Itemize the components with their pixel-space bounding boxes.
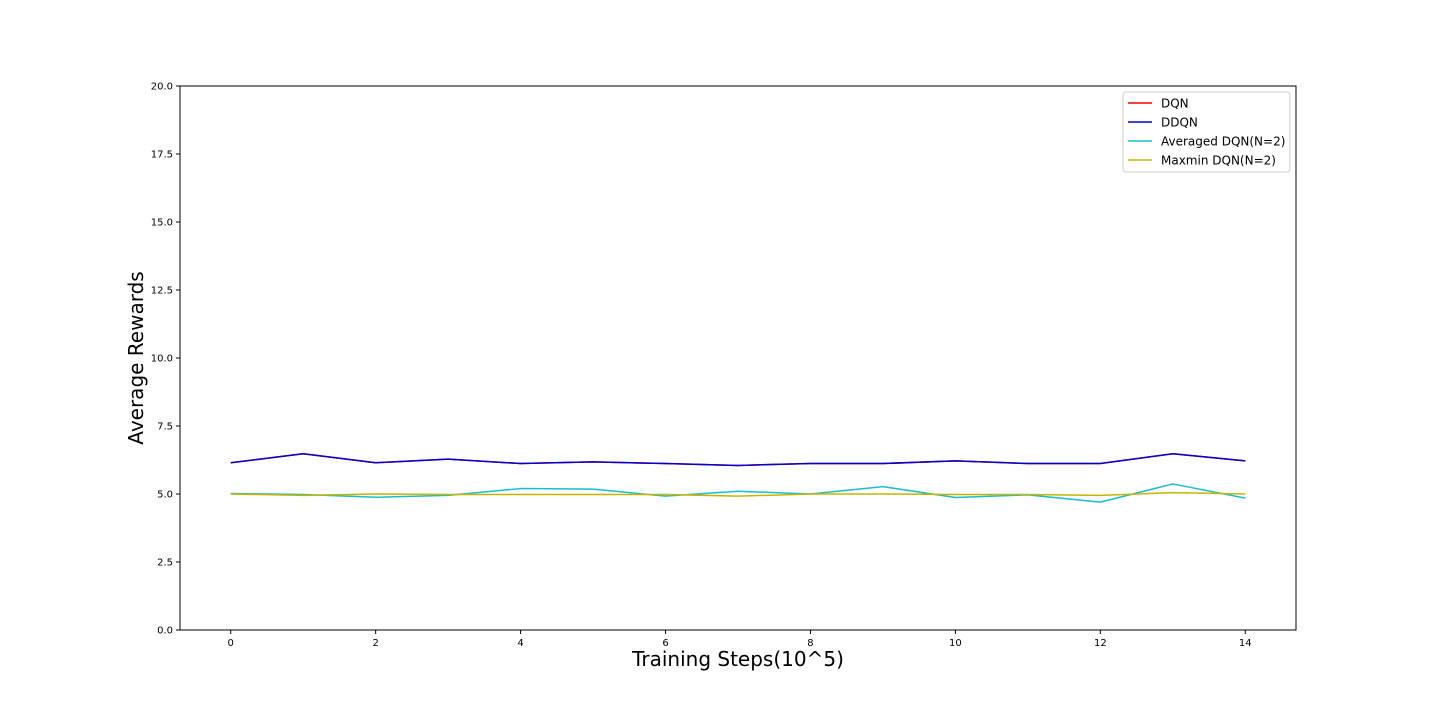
plot-area: [179, 85, 1297, 631]
legend-item-averaged-dqn-n-2: Averaged DQN(N=2): [1128, 135, 1285, 149]
x-axis: 0 2 4 6 8 10 12 14: [228, 630, 1252, 649]
y-tick-label: 17.5: [151, 150, 173, 161]
legend-label: Averaged DQN(N=2): [1161, 135, 1285, 149]
x-tick-label: 12: [1094, 638, 1107, 649]
series-line-averaged-dqn-n-2: [230, 483, 1246, 503]
y-tick-label: 10.0: [151, 354, 173, 365]
x-tick-label: 4: [517, 638, 523, 649]
x-tick-label: 0: [228, 638, 234, 649]
legend-item-dqn: DQN: [1128, 97, 1189, 111]
legend-box: [1122, 91, 1291, 173]
x-axis-title: Training Steps(10^5): [631, 647, 844, 671]
y-tick-label: 7.5: [157, 422, 173, 433]
legend-label: DDQN: [1161, 116, 1198, 130]
x-tick-label: 2: [372, 638, 378, 649]
legend-label: DQN: [1161, 97, 1189, 111]
y-tick-label: 20.0: [151, 82, 173, 93]
y-axis: 0.0 2.5 5.0 7.5 10.0 12.5 15.0 17.5 20.0: [151, 82, 180, 637]
legend-item-ddqn: DDQN: [1128, 116, 1198, 130]
x-tick-label: 14: [1239, 638, 1252, 649]
legend: DQN DDQN Averaged DQN(N=2) Maxmin DQN(N=2): [1122, 91, 1291, 173]
series-line-maxmin-dqn-n-2: [230, 491, 1246, 497]
series-lines: [230, 452, 1246, 503]
y-tick-label: 2.5: [157, 558, 173, 569]
y-tick-label: 12.5: [151, 286, 173, 297]
y-tick-label: 0.0: [157, 626, 173, 637]
x-tick-label: 6: [662, 638, 668, 649]
x-tick-label: 8: [807, 638, 813, 649]
y-tick-label: 5.0: [157, 490, 173, 501]
y-axis-title: Average Rewards: [124, 271, 148, 444]
x-tick-label: 10: [949, 638, 962, 649]
legend-label: Maxmin DQN(N=2): [1161, 154, 1276, 168]
series-line-ddqn: [230, 452, 1246, 467]
legend-item-maxmin-dqn-n-2: Maxmin DQN(N=2): [1128, 154, 1276, 168]
y-tick-label: 15.0: [151, 218, 173, 229]
